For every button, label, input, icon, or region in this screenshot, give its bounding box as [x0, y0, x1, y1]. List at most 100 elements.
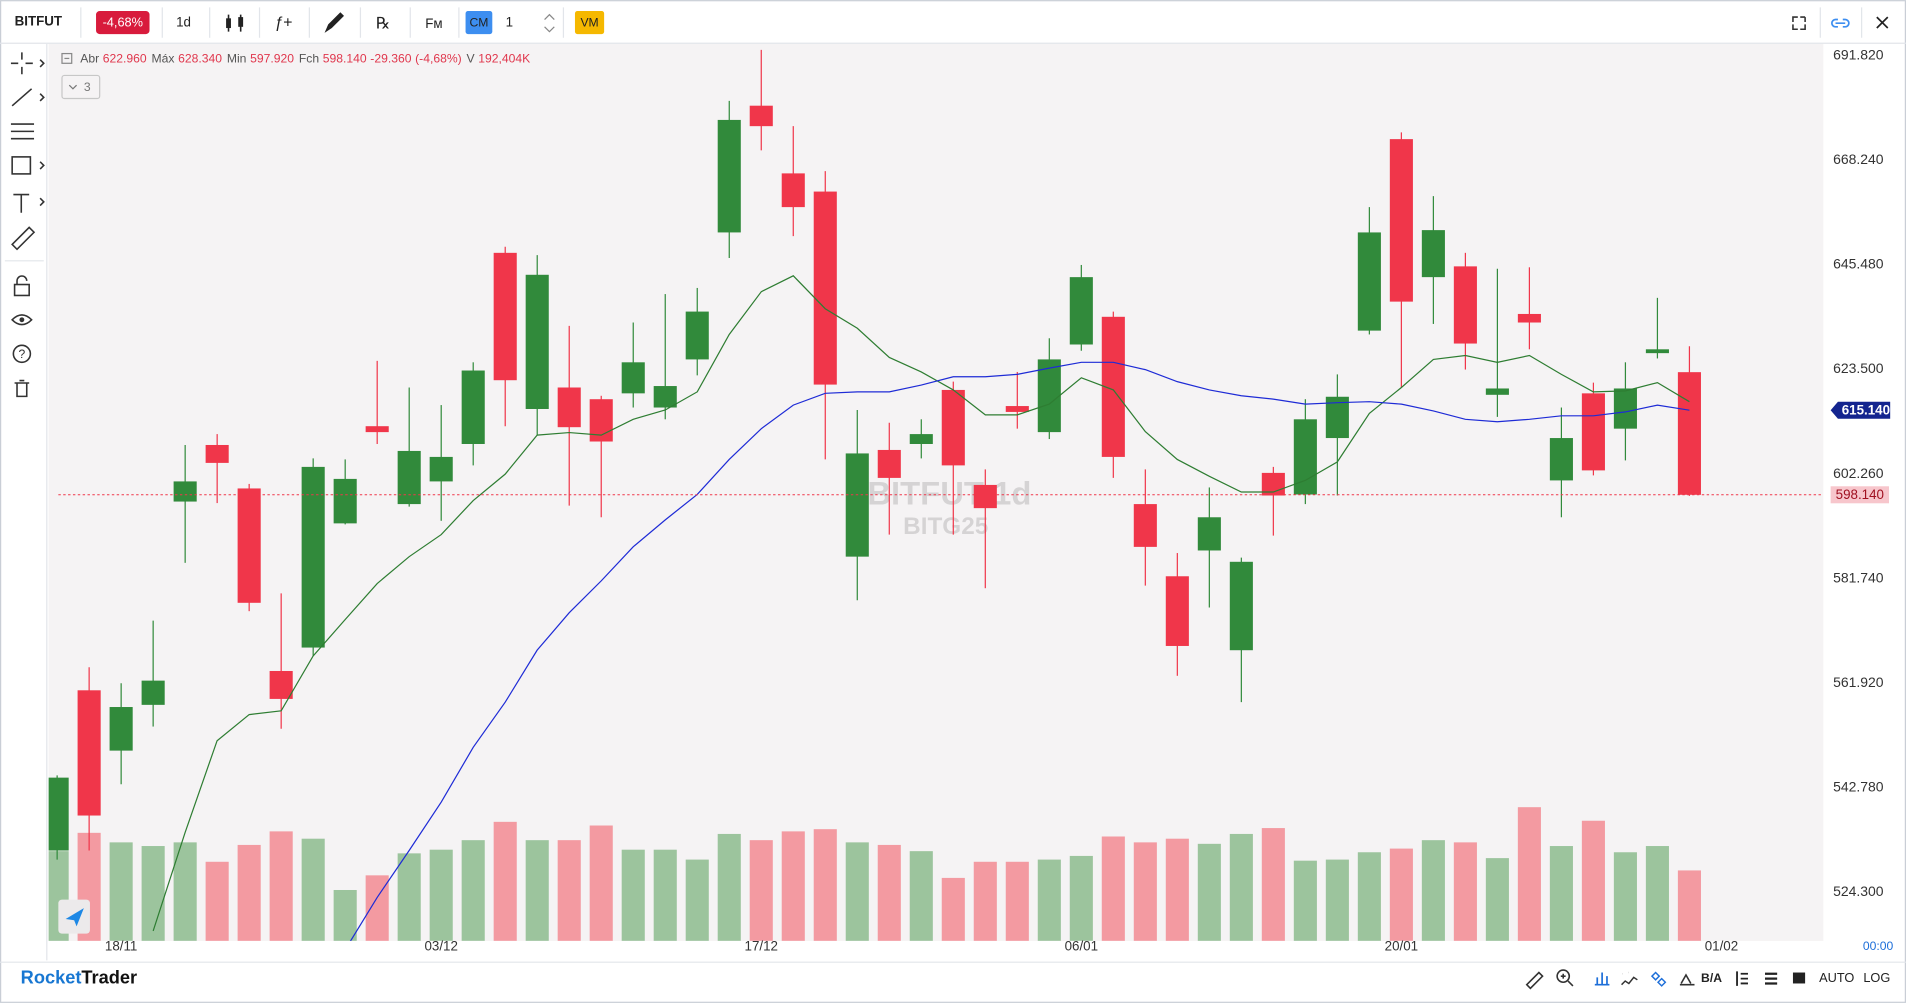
- bars-button[interactable]: [1594, 972, 1610, 986]
- candle-type-button[interactable]: [226, 14, 244, 32]
- volume-bar: [205, 861, 229, 941]
- x-tick-label: 20/01: [1385, 939, 1418, 954]
- ohlc-legend: Abr 622.960 Máx 628.340 Min 597.920 Fch 598.140…: [80, 52, 530, 66]
- shape-tool[interactable]: [11, 156, 45, 175]
- dom-button[interactable]: [1736, 971, 1748, 986]
- delete-tool[interactable]: [14, 379, 30, 398]
- y-tick-label: 561.920: [1833, 674, 1884, 690]
- log-scale-button[interactable]: LOG: [1863, 970, 1890, 985]
- candle-body: [77, 690, 101, 816]
- moving-average: [349, 361, 1690, 941]
- candle-body: [493, 252, 517, 381]
- replay-button[interactable]: ℞: [376, 16, 390, 33]
- symbol[interactable]: BITFUT: [15, 13, 63, 28]
- volume-bar: [621, 849, 645, 941]
- volume-bar: [365, 875, 389, 941]
- candle-body: [653, 386, 677, 408]
- volume-bar: [1421, 840, 1445, 941]
- visibility-tool[interactable]: [11, 314, 33, 326]
- indicator-toggle[interactable]: [61, 74, 101, 100]
- candle-body: [589, 399, 613, 442]
- candle-body: [1485, 388, 1509, 395]
- list-button[interactable]: [1764, 972, 1778, 985]
- candle-body: [1005, 406, 1029, 412]
- vm-button[interactable]: VM: [580, 15, 598, 29]
- interval[interactable]: 1d: [176, 15, 191, 30]
- candle-body: [685, 311, 709, 360]
- fullscreen-button[interactable]: [1792, 16, 1806, 31]
- svg-text:?: ?: [18, 347, 25, 361]
- volume-bar: [1581, 820, 1605, 941]
- indicators-button[interactable]: ƒ+: [274, 14, 292, 31]
- volume-bar: [1677, 870, 1701, 941]
- ruler-button[interactable]: [1525, 971, 1544, 990]
- candle-body: [781, 173, 805, 208]
- grid-button[interactable]: [1650, 971, 1667, 987]
- auto-scale-button[interactable]: AUTO: [1819, 970, 1854, 985]
- volume-bar: [1005, 861, 1029, 941]
- panel-button[interactable]: [1792, 972, 1806, 984]
- quantity[interactable]: 1: [506, 15, 513, 30]
- volume-bar: [685, 859, 709, 941]
- candle-body: [1421, 230, 1445, 278]
- volume-bar: [1549, 846, 1573, 941]
- time-label: 00:00: [1863, 939, 1894, 953]
- crosshair-tool[interactable]: [10, 52, 45, 75]
- overlay-badge: [1830, 401, 1891, 419]
- y-tick-label: 623.500: [1833, 360, 1884, 376]
- draw-button[interactable]: [324, 12, 345, 33]
- volume-bar: [1293, 860, 1317, 941]
- candle-body: [1357, 232, 1381, 331]
- legend-value: 622.960: [103, 52, 147, 66]
- volume-bar: [461, 840, 485, 941]
- volume-bar: [429, 849, 453, 941]
- link-button[interactable]: [1831, 18, 1850, 28]
- line-tool[interactable]: [11, 88, 45, 107]
- lock-tool[interactable]: [13, 275, 30, 297]
- candle-body: [1645, 349, 1669, 354]
- volume-bar: [1517, 807, 1541, 941]
- footer-icons: [1525, 969, 1806, 990]
- text-tool[interactable]: [13, 193, 45, 213]
- volume-bar: [909, 851, 933, 941]
- navigate-icon: [65, 908, 84, 927]
- candle-body: [1165, 576, 1189, 646]
- volume-bar: [557, 840, 581, 941]
- cm-button[interactable]: CM: [469, 15, 488, 29]
- fm-button[interactable]: Fм: [425, 16, 442, 31]
- legend-collapse[interactable]: [61, 52, 73, 64]
- candle-body: [1453, 266, 1477, 344]
- measure-tool[interactable]: [11, 226, 36, 251]
- zoom-button[interactable]: [1556, 969, 1574, 987]
- legend-label: Fch: [299, 52, 319, 66]
- x-tick-label: 01/02: [1705, 939, 1738, 954]
- volume-bar: [1069, 855, 1093, 941]
- volume-bar: [973, 861, 997, 941]
- y-tick-label: 645.480: [1833, 256, 1884, 272]
- mountain-button[interactable]: [1679, 973, 1695, 986]
- y-tick-label: 524.300: [1833, 883, 1884, 899]
- candle-body: [941, 389, 965, 466]
- candle-body: [1677, 372, 1701, 495]
- quantity-spinner[interactable]: [544, 13, 555, 33]
- volume-bar: [1197, 843, 1221, 941]
- legend-value: 192,404K: [478, 52, 530, 66]
- candle-body: [365, 426, 389, 433]
- candle-body: [877, 449, 901, 478]
- candle-body: [1613, 388, 1637, 429]
- candle-body: [621, 362, 645, 394]
- fib-tool[interactable]: [10, 123, 35, 140]
- volume-bar: [941, 877, 965, 941]
- close-button[interactable]: [1876, 16, 1889, 29]
- bid-ask-button[interactable]: B/A: [1701, 971, 1722, 985]
- vm-button-bg: [574, 11, 605, 35]
- volume-bar: [845, 842, 869, 941]
- candle-body: [109, 707, 133, 751]
- volume-bar: [1357, 852, 1381, 941]
- candle-body: [397, 450, 421, 505]
- scatter-button[interactable]: [1621, 971, 1638, 986]
- candle-body: [1101, 316, 1125, 457]
- help-tool[interactable]: ?: [12, 344, 32, 364]
- overlay-last-label: 615.140: [1842, 402, 1890, 417]
